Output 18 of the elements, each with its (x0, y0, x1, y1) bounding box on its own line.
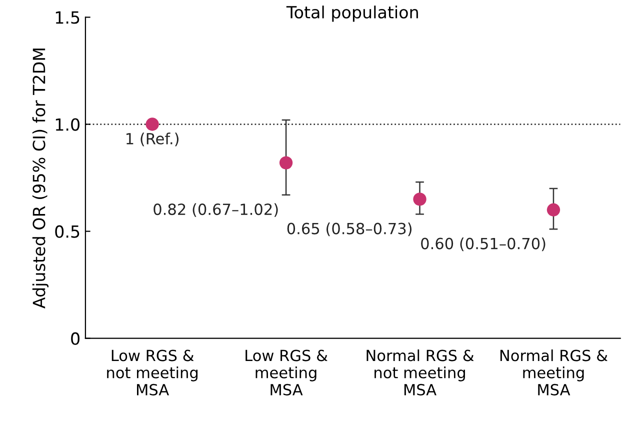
point (279, 156, 293, 170)
data-label: 0.82 (0.67–1.02) (154, 203, 278, 217)
data-label: 1 (Ref.) (126, 132, 178, 146)
chart-title: Total population (286, 6, 418, 22)
data-label: 0.60 (0.51–0.70) (421, 238, 546, 252)
point (146, 118, 159, 131)
y-tick-label: 1.0 (56, 118, 80, 131)
y-tick-label: 0 (71, 332, 80, 345)
data-label: 0.65 (0.58–0.73) (287, 222, 412, 236)
x-tick-label: Normal RGS & meeting MSA (500, 349, 608, 396)
x-tick-label: Normal RGS & not meeting MSA (366, 349, 474, 396)
point (413, 192, 426, 206)
x-tick-label: Low RGS & meeting MSA (246, 350, 328, 396)
y-tick-label: 1.5 (56, 11, 80, 24)
y-axis-title: Adjusted OR (95% CI) for T2DM (32, 48, 49, 308)
point (546, 203, 560, 216)
x-tick-label: Low RGS & not meeting MSA (107, 350, 198, 396)
y-tick-label: 0.5 (55, 225, 80, 238)
